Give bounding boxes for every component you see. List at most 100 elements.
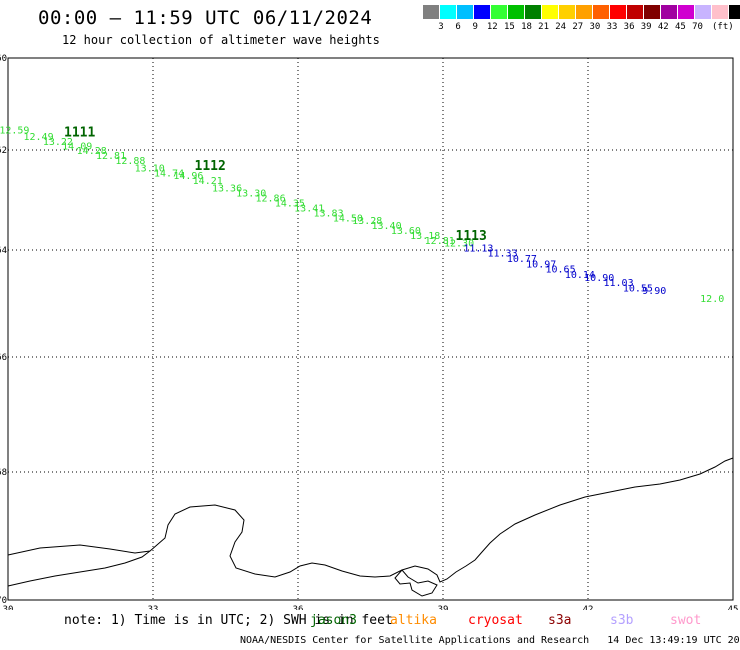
wave-height-value: 12.88 [115, 156, 145, 167]
colorbar-swatch [678, 5, 695, 19]
wave-height-value: 12.59 [0, 125, 29, 136]
wave-height-value: 13.36 [212, 184, 242, 195]
wave-height-value: 13.41 [294, 204, 324, 215]
satellite-legend-item: swot [670, 613, 702, 628]
wave-height-value: 10.90 [584, 273, 614, 284]
wave-height-value: 14.21 [193, 176, 223, 187]
wave-height-value: 14.74 [154, 169, 184, 180]
colorbar-swatch [423, 5, 440, 19]
latitude-tick-label: -64 [0, 246, 7, 256]
wave-height-points: 12.5912.4913.2214.0914.2812.8112.8813.10… [0, 125, 724, 305]
map-frame [7, 57, 734, 601]
wave-height-value: 10.97 [526, 259, 556, 270]
track-id-label: 1111 [64, 126, 95, 141]
wave-height-value: 10.55 [623, 283, 653, 294]
wave-height-value: 12.81 [425, 236, 455, 247]
colorbar-label: 3 [438, 22, 444, 32]
longitude-tick-label: 39 [438, 605, 449, 610]
footnote: note: 1) Time is in UTC; 2) SWH is in fe… [64, 613, 393, 628]
satellite-legend-item: s3a [548, 613, 572, 628]
colorbar-swatch [508, 5, 525, 19]
colorbar-label: 12 [486, 22, 498, 32]
colorbar-label: 27 [572, 22, 584, 32]
satellite-legend-item: jason3 [310, 613, 357, 628]
map-plot: 30 33 36 39 42 45 -60 -62 -64 -66 -68 -70 12.5912.4… [0, 54, 738, 610]
wave-height-value: 11.13 [463, 244, 493, 255]
colorbar-swatch [712, 5, 729, 19]
colorbar-label: 45 [674, 22, 686, 32]
latitude-tick-label: -62 [0, 146, 7, 156]
longitude-tick-label: 36 [293, 605, 304, 610]
wave-height-value: 13.10 [135, 164, 165, 175]
colorbar-swatch [559, 5, 576, 19]
wave-height-value: 13.22 [43, 137, 73, 148]
wave-height-value: 13.18 [410, 231, 440, 242]
wave-height-value: 14.28 [77, 146, 107, 157]
wave-height-value: 12.30 [444, 239, 474, 250]
colorbar-label: 30 [589, 22, 601, 32]
colorbar-swatch [440, 5, 457, 19]
colorbar-label: 9 [472, 22, 478, 32]
wave-height-value: 13.40 [372, 221, 402, 232]
longitude-tick-label: 30 [3, 605, 14, 610]
wave-height-value: 10.65 [546, 265, 576, 276]
axis-labels: 30 33 36 39 42 45 -60 -62 -64 -66 -68 -70 [0, 54, 738, 610]
wave-height-value: 12.49 [24, 132, 54, 143]
colorbar-swatch [474, 5, 491, 19]
map-title: 00:00 – 11:59 UTC 06/11/2024 [38, 7, 373, 29]
coastline-inlet [394, 569, 438, 597]
colorbar-label: 33 [606, 22, 618, 32]
latitude-tick-label: -68 [0, 468, 7, 478]
wave-height-value: 11.03 [604, 278, 634, 289]
wave-height-value: 14.50 [333, 214, 363, 225]
wave-height-value: 12.81 [96, 151, 126, 162]
colorbar-label: 21 [538, 22, 550, 32]
colorbar-label: 36 [623, 22, 635, 32]
colorbar-swatch [576, 5, 593, 19]
wave-height-value: 14.96 [173, 171, 203, 182]
wave-height-value: 12.0 [700, 294, 724, 305]
longitude-tick-label: 33 [148, 605, 159, 610]
colorbar-label: 24 [555, 22, 567, 32]
satellite-legend-item: s3b [610, 613, 634, 628]
coastline [7, 457, 734, 583]
wave-height-value: 11.33 [488, 249, 518, 260]
colorbar-label: 6 [455, 22, 461, 32]
colorbar-swatch [542, 5, 559, 19]
latitude-tick-label: -66 [0, 353, 7, 363]
footer-credit: NOAA/NESDIS Center for Satellite Applica… [240, 635, 740, 646]
colorbar-label: 15 [503, 22, 515, 32]
wave-height-value: 13.28 [352, 216, 382, 227]
wave-height-value: 13.30 [236, 189, 266, 200]
track-id-labels: 1111 1112 1113 [64, 126, 487, 244]
wave-height-value: 14.35 [275, 199, 305, 210]
colorbar-label: 18 [521, 22, 532, 32]
map-subtitle: 12 hour collection of altimeter wave hei… [62, 33, 380, 47]
colorbar-label: 39 [640, 22, 652, 32]
colorbar-swatch [491, 5, 508, 19]
colorbar-swatch [695, 5, 712, 19]
colorbar-swatch [729, 5, 740, 19]
satellite-legend-item: cryosat [468, 613, 523, 628]
wave-height-value: 13.60 [391, 226, 421, 237]
gridlines [8, 58, 733, 600]
satellite-legend-item: altika [390, 613, 437, 628]
track-id-label: 1113 [456, 229, 487, 244]
colorbar-swatch [610, 5, 627, 19]
wave-height-value: 14.09 [62, 141, 92, 152]
colorbar-swatch [457, 5, 474, 19]
colorbar-swatch [593, 5, 610, 19]
coastline-west [7, 550, 151, 587]
wave-height-value: 12.86 [256, 194, 286, 205]
longitude-tick-label: 42 [583, 605, 594, 610]
colorbar-swatch [661, 5, 678, 19]
colorbar-swatch [525, 5, 542, 19]
colorbar-swatch [644, 5, 661, 19]
colorbar-swatch [627, 5, 644, 19]
wave-height-value: 10.14 [565, 270, 595, 281]
wave-height-value: 9.90 [642, 286, 666, 297]
colorbar-label: 70 [692, 22, 703, 32]
wave-height-value: 10.77 [507, 254, 537, 265]
latitude-tick-label: -70 [0, 596, 7, 606]
track-id-label: 1112 [195, 159, 226, 174]
